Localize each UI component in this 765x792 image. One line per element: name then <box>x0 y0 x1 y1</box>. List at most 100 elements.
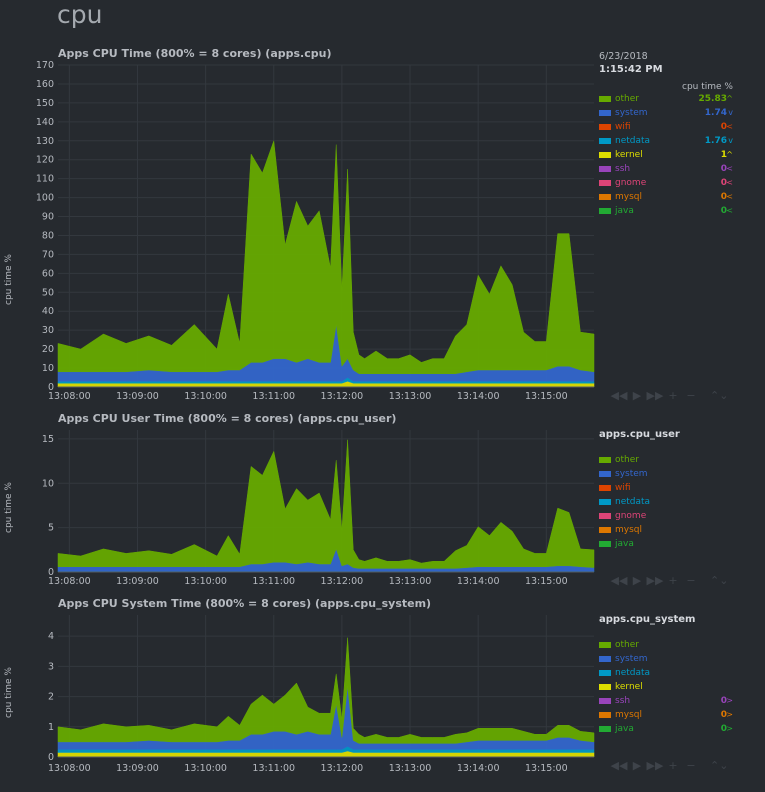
y-tick-label: 10 <box>42 363 54 374</box>
y-tick-label: 150 <box>36 98 54 109</box>
legend-rows: other system netdata kernel ssh 0 > mysql 0 > java… <box>599 638 739 736</box>
x-tick-label: 13:09:00 <box>116 763 159 774</box>
legend-item-netdata[interactable]: netdata <box>599 666 739 680</box>
legend-item-other[interactable]: other 25.83 ^ <box>599 92 739 106</box>
chart-plot[interactable]: 0 10 20 30 40 50 60 70 80 90 100 110 120 130 140 150 160… <box>0 47 595 412</box>
zoom-in-icon[interactable]: + <box>668 759 678 772</box>
y-tick-label: 10 <box>42 478 54 489</box>
legend-item-mysql[interactable]: mysql 0 < <box>599 190 739 204</box>
legend-trend-icon: ^ <box>726 94 733 103</box>
y-tick-label: 70 <box>42 249 54 260</box>
legend-item-java[interactable]: java 0 > <box>599 722 739 736</box>
legend-value: 25.83 <box>698 94 727 104</box>
pan-left-icon[interactable]: ◀◀ <box>610 389 628 402</box>
legend-chart-id: apps.cpu_system <box>599 614 696 625</box>
legend-item-wifi[interactable]: wifi 0 < <box>599 120 739 134</box>
resize-icon[interactable]: ⌃⌄ <box>710 574 729 587</box>
play-icon[interactable]: ▶ <box>632 389 642 402</box>
legend-swatch <box>599 726 611 732</box>
legend-value: 1.76 <box>704 136 727 146</box>
zoom-out-icon[interactable]: − <box>686 574 696 587</box>
legend-item-gnome[interactable]: gnome <box>599 509 739 523</box>
x-tick-label: 13:13:00 <box>389 576 432 587</box>
legend-swatch <box>599 656 611 662</box>
legend-item-system[interactable]: system 1.74 v <box>599 106 739 120</box>
y-tick-label: 140 <box>36 117 54 128</box>
y-tick-label: 0 <box>48 567 54 578</box>
legend-label: wifi <box>615 122 631 132</box>
play-icon[interactable]: ▶ <box>632 574 642 587</box>
resize-icon[interactable]: ⌃⌄ <box>710 759 729 772</box>
legend-swatch <box>599 457 611 463</box>
legend-swatch <box>599 152 611 158</box>
legend-item-netdata[interactable]: netdata <box>599 495 739 509</box>
play-icon[interactable]: ▶ <box>632 759 642 772</box>
legend-item-netdata[interactable]: netdata 1.76 v <box>599 134 739 148</box>
pan-right-icon[interactable]: ▶▶ <box>646 389 664 402</box>
legend-time: 1:15:42 PM <box>599 64 663 75</box>
y-tick-label: 90 <box>42 212 54 223</box>
legend-item-other[interactable]: other <box>599 453 739 467</box>
legend-swatch <box>599 513 611 519</box>
legend-label: ssh <box>615 164 631 174</box>
legend-value: 0 <box>720 724 727 734</box>
chart-title: Apps CPU System Time (800% = 8 cores) (a… <box>58 597 432 610</box>
legend-swatch <box>599 180 611 186</box>
x-tick-label: 13:08:00 <box>48 576 91 587</box>
x-tick-label: 13:11:00 <box>252 391 295 402</box>
chart-apps-cpu-user: Apps CPU User Time (800% = 8 cores) (app… <box>0 412 765 597</box>
pan-left-icon[interactable]: ◀◀ <box>610 759 628 772</box>
legend-item-java[interactable]: java 0 < <box>599 204 739 218</box>
series-area-other <box>57 439 595 569</box>
y-tick-label: 2 <box>48 692 54 703</box>
legend-swatch <box>599 642 611 648</box>
legend-swatch <box>599 485 611 491</box>
legend-item-system[interactable]: system <box>599 652 739 666</box>
zoom-in-icon[interactable]: + <box>668 574 678 587</box>
x-tick-label: 13:14:00 <box>457 576 500 587</box>
legend-date: 6/23/2018 <box>599 51 648 62</box>
legend-item-kernel[interactable]: kernel <box>599 680 739 694</box>
x-tick-label: 13:10:00 <box>184 576 227 587</box>
pan-left-icon[interactable]: ◀◀ <box>610 574 628 587</box>
legend-label: java <box>615 539 634 549</box>
legend-trend-icon: > <box>726 710 733 719</box>
legend-label: other <box>615 455 639 465</box>
x-tick-label: 13:11:00 <box>252 576 295 587</box>
legend-label: other <box>615 640 639 650</box>
chart-plot[interactable]: 0 1 2 3 4 13:08:00 13:09:00 13:10:00 13:11:00 13:… <box>0 597 595 792</box>
legend-item-ssh[interactable]: ssh 0 > <box>599 694 739 708</box>
legend-value: 0 <box>720 206 727 216</box>
legend-swatch <box>599 698 611 704</box>
legend-item-mysql[interactable]: mysql <box>599 523 739 537</box>
legend-item-wifi[interactable]: wifi <box>599 481 739 495</box>
legend-item-ssh[interactable]: ssh 0 < <box>599 162 739 176</box>
series-area-other <box>57 140 595 374</box>
legend-item-system[interactable]: system <box>599 467 739 481</box>
resize-icon[interactable]: ⌃⌄ <box>710 389 729 402</box>
pan-right-icon[interactable]: ▶▶ <box>646 759 664 772</box>
legend-item-kernel[interactable]: kernel 1 ^ <box>599 148 739 162</box>
zoom-in-icon[interactable]: + <box>668 389 678 402</box>
zoom-out-icon[interactable]: − <box>686 759 696 772</box>
legend-item-other[interactable]: other <box>599 638 739 652</box>
y-tick-label: 40 <box>42 306 54 317</box>
legend-value: 0 <box>720 192 727 202</box>
legend-label: mysql <box>615 192 642 202</box>
x-tick-label: 13:12:00 <box>321 763 364 774</box>
chart-plot[interactable]: 0 5 10 15 13:08:00 13:09:00 13:10:00 13:11:00 13… <box>0 412 595 597</box>
x-tick-label: 13:15:00 <box>525 576 568 587</box>
x-tick-label: 13:09:00 <box>116 576 159 587</box>
legend-label: mysql <box>615 525 642 535</box>
legend-trend-icon: < <box>726 122 733 131</box>
zoom-out-icon[interactable]: − <box>686 389 696 402</box>
legend-item-mysql[interactable]: mysql 0 > <box>599 708 739 722</box>
legend-unit: cpu time % <box>682 82 733 92</box>
legend-item-gnome[interactable]: gnome 0 < <box>599 176 739 190</box>
x-tick-label: 13:14:00 <box>457 763 500 774</box>
legend-item-java[interactable]: java <box>599 537 739 551</box>
pan-right-icon[interactable]: ▶▶ <box>646 574 664 587</box>
legend-value: 1.74 <box>704 108 727 118</box>
y-tick-label: 80 <box>42 230 54 241</box>
